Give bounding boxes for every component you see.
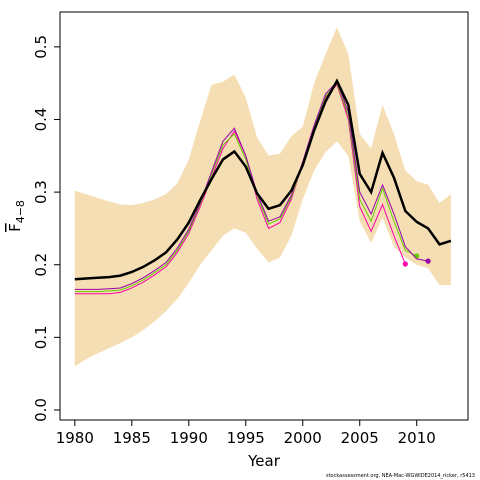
y-tick-label: 0.1 [32,325,50,349]
end-point [425,258,431,264]
y-axis-label: F4−8 [6,200,27,232]
series-line [74,83,406,295]
x-tick-label: 1985 [113,429,151,447]
x-tick-label: 1980 [56,429,94,447]
x-tick-label: 2005 [341,429,379,447]
x-tick-label: 2000 [284,429,322,447]
x-tick-label: 2010 [398,429,436,447]
x-axis-label: Year [247,452,281,470]
x-tick-label: 1995 [227,429,265,447]
y-tick-label: 0.2 [32,253,50,277]
end-point [402,261,408,267]
series-line [74,80,429,290]
y-axis-label-sub: 4−8 [14,200,27,223]
y-tick-label: 0.3 [32,180,50,204]
end-point [414,253,420,259]
series-line [74,78,452,281]
y-tick-label: 0.0 [32,398,50,422]
y-tick-label: 0.4 [32,108,50,132]
plot-frame [59,11,469,421]
series-line [74,82,417,293]
y-tick-label: 0.5 [32,35,50,59]
x-tick-label: 1990 [170,429,208,447]
footnote: stockassessment.org, NEA-Mac-WGWIDE2014_… [326,473,475,479]
y-axis-label-main: F [6,223,24,232]
confidence-band [74,27,451,367]
